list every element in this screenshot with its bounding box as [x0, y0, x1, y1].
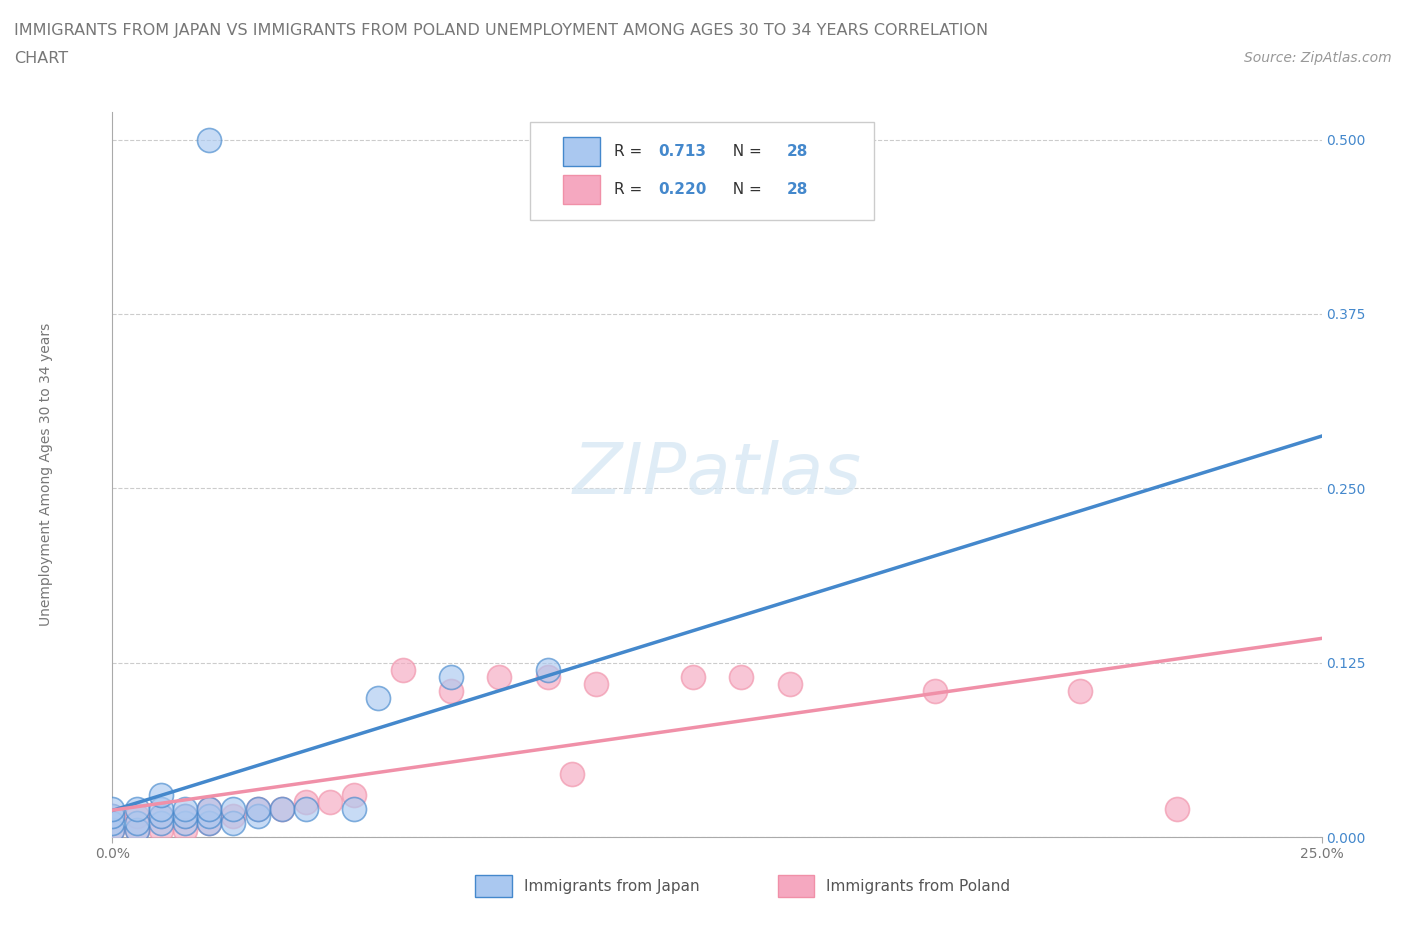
- Point: [343, 802, 366, 817]
- Bar: [564, 176, 600, 205]
- Text: N =: N =: [723, 144, 766, 159]
- Point: [125, 823, 148, 838]
- Text: 0.713: 0.713: [658, 144, 706, 159]
- Point: [488, 670, 510, 684]
- Point: [440, 684, 463, 698]
- Point: [149, 802, 172, 817]
- Point: [246, 802, 269, 817]
- Point: [1166, 802, 1188, 817]
- Point: [198, 802, 221, 817]
- Text: CHART: CHART: [14, 51, 67, 66]
- Text: IMMIGRANTS FROM JAPAN VS IMMIGRANTS FROM POLAND UNEMPLOYMENT AMONG AGES 30 TO 34: IMMIGRANTS FROM JAPAN VS IMMIGRANTS FROM…: [14, 23, 988, 38]
- Text: ZIPatlas: ZIPatlas: [572, 440, 862, 509]
- Point: [149, 788, 172, 803]
- Point: [101, 823, 124, 838]
- Point: [537, 670, 560, 684]
- Point: [198, 809, 221, 824]
- Point: [561, 766, 583, 781]
- Point: [222, 802, 245, 817]
- Point: [198, 816, 221, 830]
- Bar: [564, 137, 600, 166]
- Point: [246, 802, 269, 817]
- FancyBboxPatch shape: [530, 123, 875, 220]
- Point: [101, 809, 124, 824]
- Text: R =: R =: [614, 144, 647, 159]
- Text: 28: 28: [787, 182, 808, 197]
- Point: [174, 816, 197, 830]
- Point: [101, 809, 124, 824]
- Point: [222, 816, 245, 830]
- Point: [125, 816, 148, 830]
- Point: [198, 132, 221, 147]
- Text: Immigrants from Japan: Immigrants from Japan: [523, 879, 699, 894]
- Point: [174, 802, 197, 817]
- Point: [174, 809, 197, 824]
- Point: [367, 690, 389, 705]
- Bar: [475, 875, 512, 897]
- Point: [319, 794, 342, 809]
- Text: Unemployment Among Ages 30 to 34 years: Unemployment Among Ages 30 to 34 years: [39, 323, 53, 626]
- Point: [222, 809, 245, 824]
- Point: [149, 816, 172, 830]
- Point: [779, 676, 801, 691]
- Point: [149, 809, 172, 824]
- Point: [270, 802, 292, 817]
- Point: [585, 676, 607, 691]
- Point: [101, 823, 124, 838]
- Point: [101, 816, 124, 830]
- Point: [125, 823, 148, 838]
- Point: [125, 809, 148, 824]
- Point: [174, 809, 197, 824]
- Point: [682, 670, 704, 684]
- Point: [198, 802, 221, 817]
- Point: [1069, 684, 1091, 698]
- Point: [295, 802, 318, 817]
- Text: N =: N =: [723, 182, 766, 197]
- Point: [101, 802, 124, 817]
- Point: [537, 662, 560, 677]
- Text: 28: 28: [787, 144, 808, 159]
- Point: [125, 802, 148, 817]
- Bar: [778, 875, 814, 897]
- Text: R =: R =: [614, 182, 647, 197]
- Text: Immigrants from Poland: Immigrants from Poland: [825, 879, 1010, 894]
- Text: Source: ZipAtlas.com: Source: ZipAtlas.com: [1244, 51, 1392, 65]
- Point: [295, 794, 318, 809]
- Point: [343, 788, 366, 803]
- Point: [270, 802, 292, 817]
- Point: [924, 684, 946, 698]
- Point: [246, 809, 269, 824]
- Text: 0.220: 0.220: [658, 182, 706, 197]
- Point: [730, 670, 752, 684]
- Point: [391, 662, 413, 677]
- Point: [149, 823, 172, 838]
- Point: [440, 670, 463, 684]
- Point: [198, 816, 221, 830]
- Point: [174, 823, 197, 838]
- Point: [149, 809, 172, 824]
